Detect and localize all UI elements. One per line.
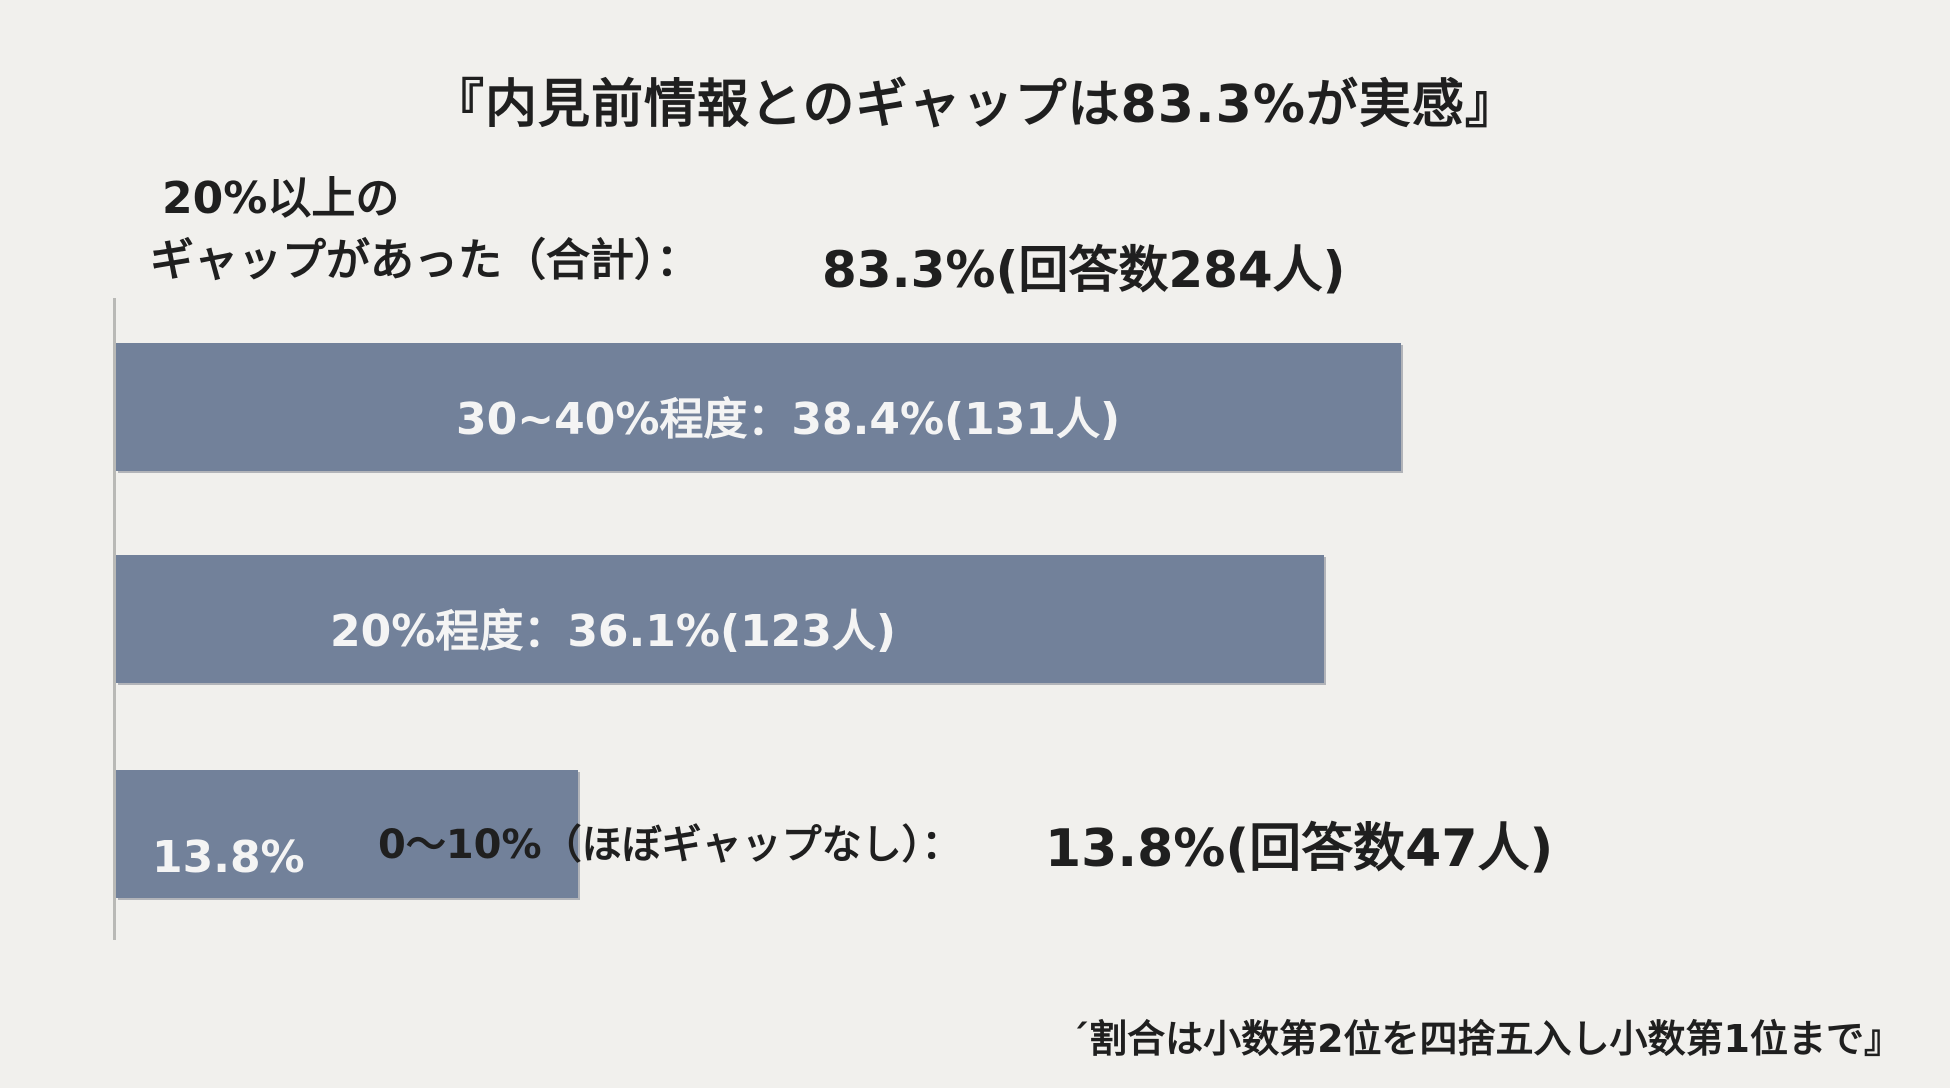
bar-3-side-value: 13.8%(回答数47人) xyxy=(1045,819,1554,879)
summary-label-line1: 20%以上の xyxy=(162,173,400,224)
bar-1-label: 30~40%程度：38.4%(131人) xyxy=(456,394,1121,445)
footnote: ´割合は小数第2位を四捨五入し小数第1位まで』 xyxy=(1070,1017,1902,1061)
chart-title: 『内見前情報とのギャップは83.3%が実感』 xyxy=(432,75,1518,135)
bar-1 xyxy=(116,343,1401,471)
bar-3 xyxy=(116,770,578,898)
bar-2 xyxy=(116,555,1324,683)
bar-3-side-label: 0〜10%（ほぼギャップなし）： xyxy=(378,822,962,868)
summary-value: 83.3%(回答数284人) xyxy=(822,241,1346,299)
bar-3-label: 13.8% xyxy=(152,832,305,883)
bar-2-label: 20%程度：36.1%(123人) xyxy=(330,606,897,657)
y-axis-line xyxy=(113,298,116,940)
summary-label-line2: ギャップがあった（合計）： xyxy=(150,235,700,286)
summary-label: 20%以上の ギャップがあった（合計）： xyxy=(150,168,700,292)
